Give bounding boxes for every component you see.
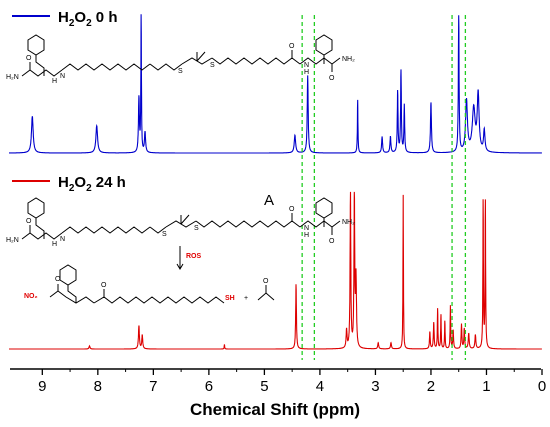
x-tick-label-1: 1: [482, 378, 490, 395]
x-tick-label-9: 9: [38, 378, 46, 395]
label-o-acetone: O: [263, 278, 269, 285]
legend-label-bottom: H2O2 24 h: [58, 174, 126, 194]
x-tick-label-7: 7: [149, 378, 157, 395]
label-no2: NO₂: [24, 293, 38, 300]
structure-bottom-labels: H₂N O H N S S O N H O NH₂ ROS NO₂ O O SH…: [6, 206, 355, 302]
benzene-ring-right-bottom: [315, 197, 333, 219]
benzene-ring-product: [59, 264, 77, 286]
x-tick-label-8: 8: [94, 378, 102, 395]
label-o-3-top: O: [329, 75, 335, 82]
alkyl-chain-left-bottom: [61, 226, 151, 234]
label-h-2-bottom: H: [304, 232, 309, 239]
label-nh2-left-bottom: H₂N: [6, 237, 19, 244]
x-tick-label-3: 3: [371, 378, 379, 395]
acetone-skeleton: [257, 292, 275, 301]
label-o-2-bottom: O: [289, 206, 295, 213]
guide-lines: [301, 15, 467, 360]
backbone-left-top: [21, 69, 63, 77]
benzene-ring-left-top: [27, 34, 45, 56]
alkyl-chain-right-bottom: [195, 220, 301, 228]
label-s-2-top: S: [210, 62, 215, 69]
x-axis-label: Chemical Shift (ppm): [190, 400, 360, 419]
label-o-3-bottom: O: [329, 238, 335, 245]
methyl-2-top: [196, 51, 206, 62]
backbone-right-bottom: [299, 220, 341, 228]
label-o-2-top: O: [289, 43, 295, 50]
x-tick-label-0: 0: [538, 378, 546, 395]
x-tick-label-4: 4: [316, 378, 324, 395]
label-nh2-left-top: H₂N: [6, 74, 19, 81]
backbone-right-top: [299, 57, 341, 65]
label-h-1-bottom: H: [52, 241, 57, 248]
benzene-ring-right-top: [315, 34, 333, 56]
legend-bottom: H2O2 24 h: [12, 174, 126, 194]
methyl-2-bottom: [180, 214, 190, 225]
label-ros: ROS: [186, 253, 202, 260]
label-s-2-bottom: S: [194, 225, 199, 232]
label-sh: SH: [225, 295, 235, 302]
spectrum-line-0h: [9, 14, 542, 154]
label-o-1-top: O: [26, 55, 32, 62]
label-o-1-bottom: O: [26, 218, 32, 225]
label-nh2-right-bottom: NH₂: [342, 219, 355, 226]
x-axis-ticks: 9 8 7 6 5 4 3 2 1 0: [38, 369, 546, 395]
bond-product: [67, 285, 77, 303]
label-o-product-2: O: [101, 282, 107, 289]
alkyl-chain-mid-bottom: [149, 226, 167, 234]
legend-label-top: H2O2 0 h: [58, 9, 117, 29]
label-plus: +: [244, 295, 248, 302]
label-n-2-top: N: [304, 62, 309, 69]
spectrum-line-24h: [9, 191, 542, 350]
label-n-1-top: N: [60, 73, 65, 80]
alkyl-chain-product: [93, 296, 225, 304]
structure-top-labels: H₂N O H N S S O N H O NH₂: [6, 43, 355, 85]
label-n-1-bottom: N: [60, 236, 65, 243]
x-tick-label-2: 2: [427, 378, 435, 395]
alkyl-chain-right-top: [211, 57, 301, 65]
label-n-2-bottom: N: [304, 225, 309, 232]
label-s-1-top: S: [178, 68, 183, 75]
label-h-1-top: H: [52, 78, 57, 85]
backbone-left-bottom: [21, 232, 63, 240]
label-s-1-bottom: S: [162, 231, 167, 238]
label-h-2-top: H: [304, 69, 309, 76]
label-o-product-1: O: [55, 276, 61, 283]
alkyl-chain-left-top: [61, 63, 151, 71]
benzene-ring-left-bottom: [27, 197, 45, 219]
backbone-product: [49, 290, 95, 304]
alkyl-chain-mid-top: [149, 63, 183, 71]
structure-top: [21, 34, 341, 77]
reaction-arrow-head: [176, 263, 184, 270]
annotation-a: A: [264, 192, 274, 209]
x-tick-label-5: 5: [260, 378, 268, 395]
label-nh2-right-top: NH₂: [342, 56, 355, 63]
spectra-layer: [9, 14, 542, 350]
x-tick-label-6: 6: [205, 378, 213, 395]
structure-bottom: [21, 197, 341, 304]
legend-top: H2O2 0 h: [12, 9, 117, 29]
x-axis: 9 8 7 6 5 4 3 2 1 0 Chemical Shift (ppm): [10, 368, 546, 419]
